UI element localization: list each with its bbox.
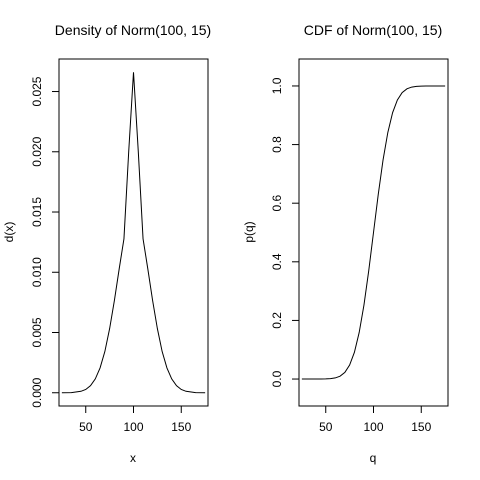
density-panel: Density of Norm(100, 15) 50 100 150 0.0000… (2, 22, 211, 465)
density-y-tick-label: 0.025 (30, 76, 44, 106)
density-x-axis: 50 100 150 (79, 406, 192, 434)
cdf-y-tick-label: 0.6 (270, 195, 284, 212)
cdf-panel: CDF of Norm(100, 15) 50 100 150 0.00.20.40… (242, 22, 449, 465)
density-y-axis: 0.000 0.005 0.010 0.015 0.020 0.025 (30, 76, 59, 408)
density-y-axis-label: d(x) (2, 222, 16, 243)
cdf-y-axis: 0.0 0.2 0.4 0.6 0.8 1.0 (270, 77, 299, 387)
cdf-y-tick-label: 0.0 (270, 370, 284, 387)
cdf-y-tick-label: 0.4 (270, 253, 284, 270)
density-x-axis-label: x (130, 451, 136, 465)
cdf-curve (301, 85, 446, 380)
cdf-y-tick-label: 1.0 (270, 77, 284, 94)
cdf-x-tick-label: 50 (319, 420, 333, 434)
density-curve (61, 72, 206, 394)
cdf-y-tick-label: 0.2 (270, 312, 284, 329)
density-y-tick-label: 0.000 (30, 377, 44, 407)
cdf-x-tick-label: 100 (363, 420, 383, 434)
density-y-tick-label: 0.020 (30, 136, 44, 166)
density-y-tick-label: 0.005 (30, 317, 44, 347)
density-y-tick-label: 0.010 (30, 257, 44, 287)
density-plot-frame (58, 58, 209, 407)
cdf-x-tick-label: 150 (411, 420, 431, 434)
cdf-x-axis: 50 100 150 (319, 406, 432, 434)
density-x-tick-label: 100 (123, 420, 143, 434)
density-chart-title: Density of Norm(100, 15) (55, 22, 211, 38)
density-x-tick-label: 150 (171, 420, 191, 434)
cdf-y-tick-label: 0.8 (270, 136, 284, 153)
density-y-tick-label: 0.015 (30, 197, 44, 227)
cdf-x-axis-label: q (370, 451, 377, 465)
cdf-chart-title: CDF of Norm(100, 15) (304, 22, 442, 38)
density-x-tick-label: 50 (79, 420, 93, 434)
cdf-y-axis-label: p(q) (242, 221, 256, 242)
